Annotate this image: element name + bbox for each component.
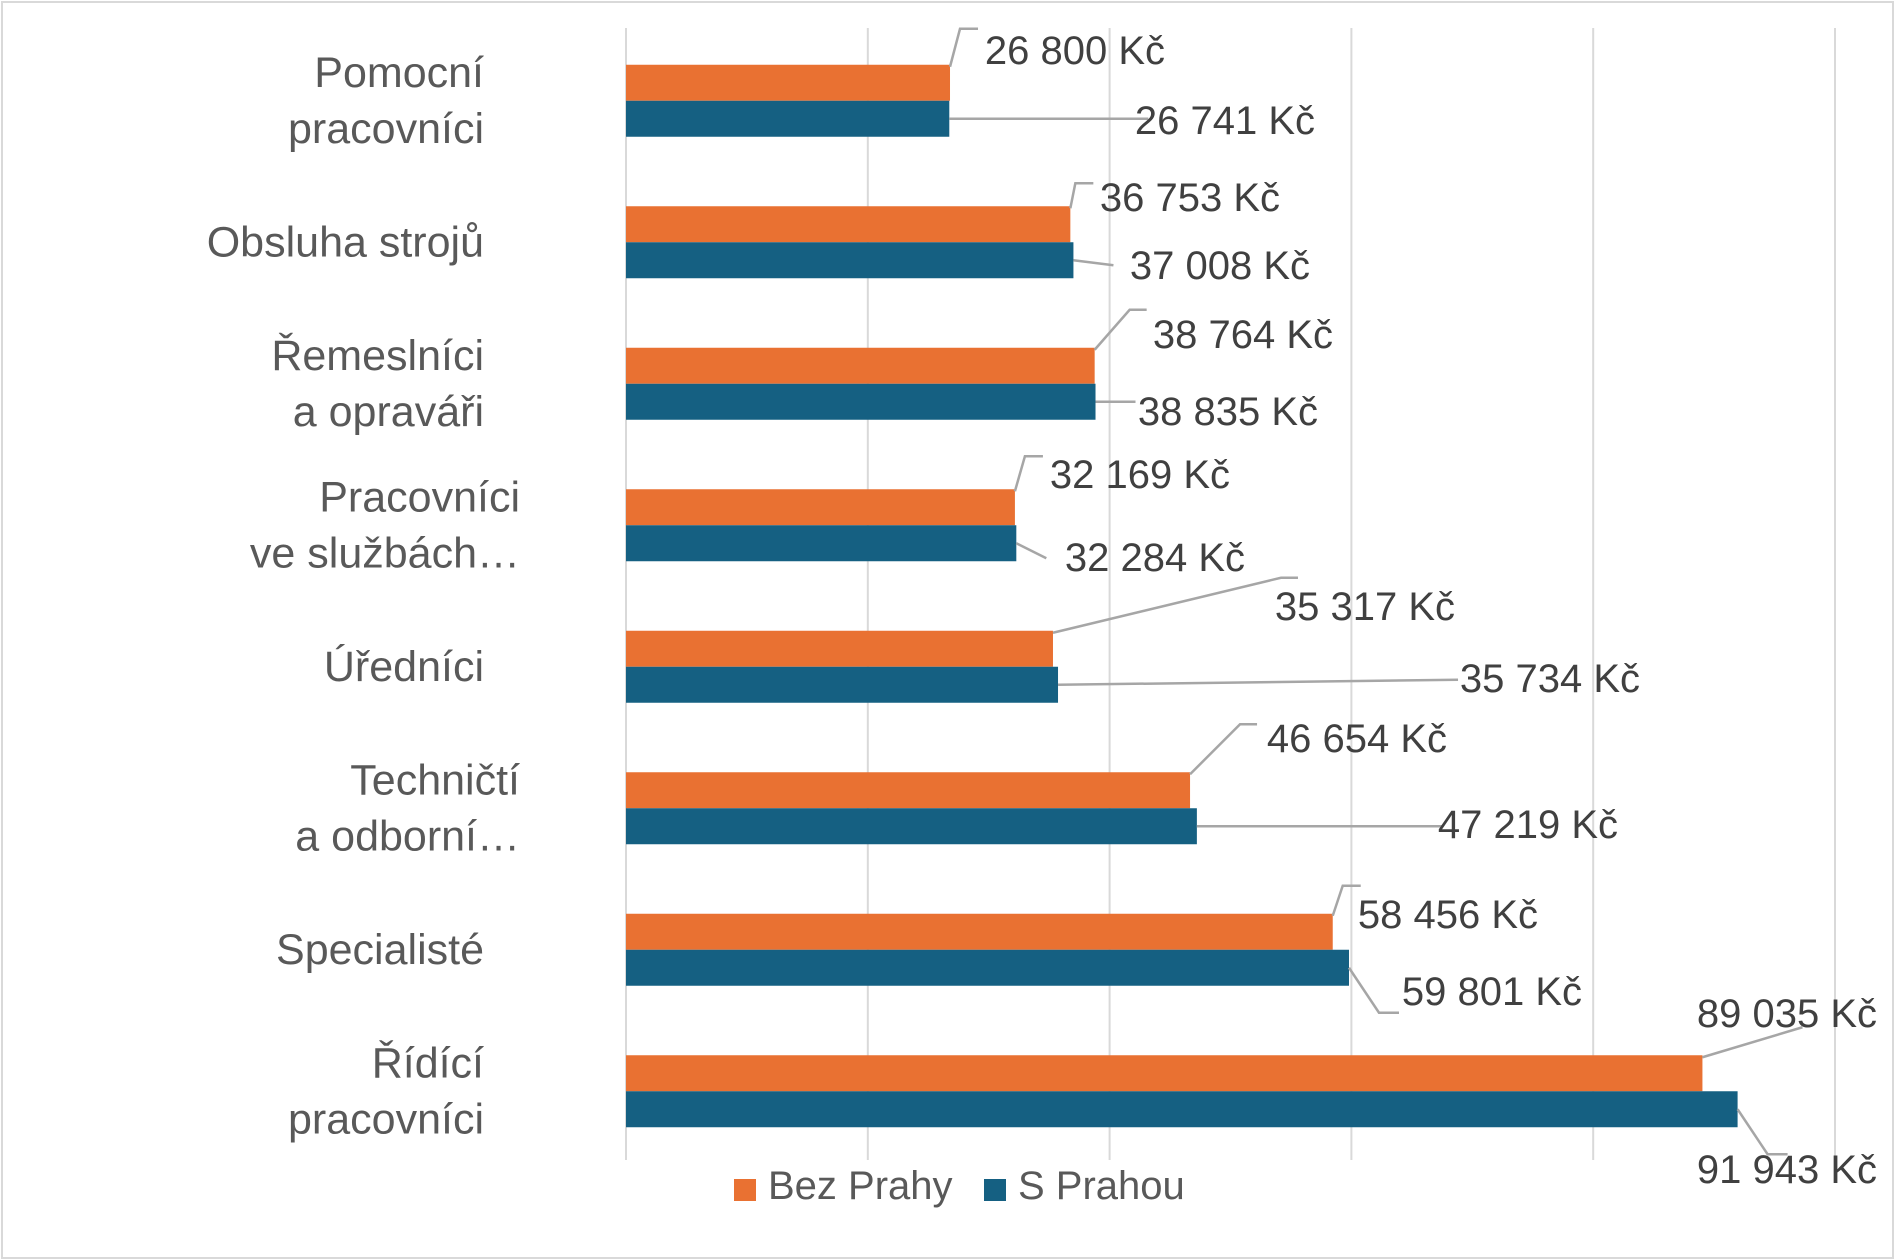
leader-line bbox=[1015, 542, 1047, 560]
bar-bez-prahy bbox=[626, 1055, 1703, 1092]
leader-line bbox=[1189, 723, 1258, 776]
data-labels: 26 800 Kč 26 741 Kč 36 753 Kč 37 008 Kč 38 7… bbox=[985, 29, 1877, 1192]
category-label: a odborní… bbox=[295, 812, 520, 860]
bar-bez-prahy bbox=[626, 489, 1015, 526]
category-label: Techničtí bbox=[350, 756, 520, 804]
category-label: Úředníci bbox=[324, 643, 484, 691]
category-label: pracovníci bbox=[288, 105, 484, 153]
bar-s-prahou bbox=[626, 100, 950, 137]
data-label: 59 801 Kč bbox=[1402, 970, 1582, 1014]
category-label: Řemeslníci bbox=[271, 332, 484, 380]
leader-line bbox=[1347, 967, 1399, 1014]
bars bbox=[626, 64, 1738, 1128]
bar-bez-prahy bbox=[626, 630, 1053, 667]
data-label: 47 219 Kč bbox=[1438, 803, 1618, 847]
leader-line bbox=[1058, 678, 1459, 686]
data-label: 37 008 Kč bbox=[1130, 244, 1310, 288]
legend-swatch bbox=[984, 1179, 1006, 1201]
leader-lines bbox=[948, 27, 1803, 1156]
category-label: Pomocní bbox=[314, 49, 484, 97]
leader-line bbox=[948, 27, 979, 68]
category-labels: Pomocní pracovníci Obsluha strojů Řemeslníc… bbox=[207, 49, 520, 1144]
data-label: 36 753 Kč bbox=[1100, 176, 1280, 220]
bar-s-prahou bbox=[626, 525, 1017, 562]
data-label: 91 943 Kč bbox=[1697, 1148, 1877, 1192]
bar-bez-prahy bbox=[626, 913, 1333, 950]
bar-bez-prahy bbox=[626, 347, 1095, 384]
category-label: a opraváři bbox=[293, 388, 484, 436]
bar-s-prahou bbox=[626, 242, 1074, 279]
legend: Bez Prahy S Prahou bbox=[734, 1164, 1185, 1208]
leader-line bbox=[1013, 455, 1043, 492]
data-label: 46 654 Kč bbox=[1267, 717, 1447, 761]
legend-label: S Prahou bbox=[1018, 1164, 1185, 1208]
data-label: 38 764 Kč bbox=[1153, 313, 1333, 357]
data-label: 26 800 Kč bbox=[985, 29, 1165, 73]
category-label: Řídící bbox=[372, 1039, 484, 1087]
leader-line bbox=[1736, 1108, 1788, 1156]
legend-label: Bez Prahy bbox=[768, 1164, 953, 1208]
data-label: 32 284 Kč bbox=[1065, 536, 1245, 580]
bar-s-prahou bbox=[626, 1091, 1738, 1128]
leader-line bbox=[1702, 1026, 1803, 1059]
legend-swatch bbox=[734, 1179, 756, 1201]
data-label: 58 456 Kč bbox=[1358, 893, 1538, 937]
data-label: 32 169 Kč bbox=[1050, 453, 1230, 497]
leader-line bbox=[1331, 884, 1361, 917]
data-label: 26 741 Kč bbox=[1135, 99, 1315, 143]
data-label: 35 734 Kč bbox=[1460, 657, 1640, 701]
bar-s-prahou bbox=[626, 666, 1059, 703]
category-label: Specialisté bbox=[276, 926, 484, 974]
bar-s-prahou bbox=[626, 949, 1349, 986]
data-label: 35 317 Kč bbox=[1275, 585, 1455, 629]
bar-bez-prahy bbox=[626, 206, 1071, 243]
bar-bez-prahy bbox=[626, 772, 1191, 809]
category-label: pracovníci bbox=[288, 1095, 484, 1143]
bar-s-prahou bbox=[626, 808, 1197, 845]
data-label: 89 035 Kč bbox=[1697, 992, 1877, 1036]
leader-line bbox=[1073, 259, 1114, 267]
category-label: Obsluha strojů bbox=[207, 218, 484, 266]
bar-s-prahou bbox=[626, 383, 1096, 420]
category-label: ve službách… bbox=[250, 529, 520, 577]
leader-line bbox=[1052, 576, 1298, 634]
leader-line bbox=[1069, 182, 1094, 209]
category-label: Pracovníci bbox=[319, 473, 520, 521]
leader-line bbox=[1093, 308, 1147, 351]
data-label: 38 835 Kč bbox=[1138, 390, 1318, 434]
bar-bez-prahy bbox=[626, 64, 951, 101]
